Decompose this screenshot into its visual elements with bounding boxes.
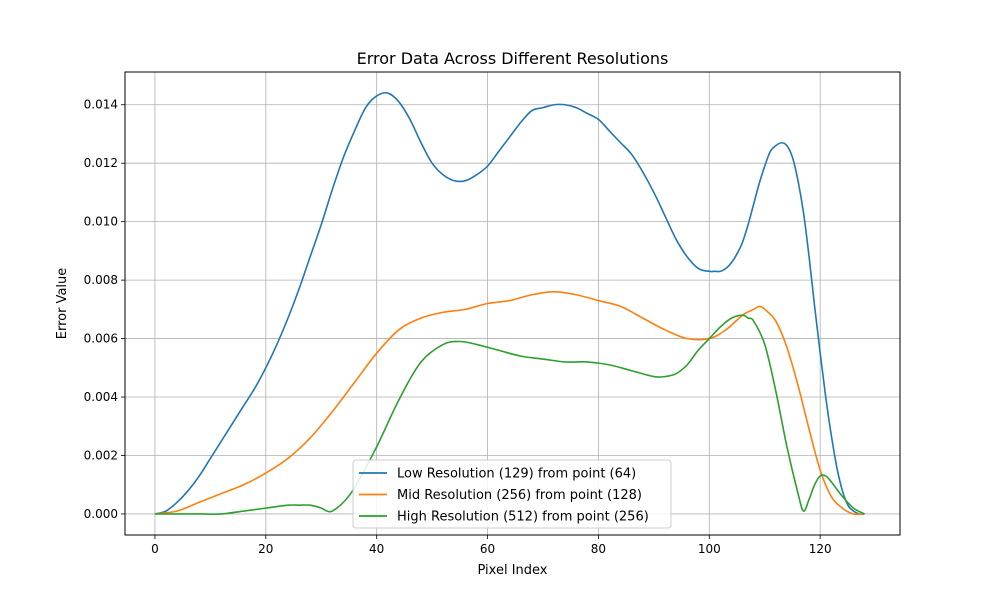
y-tick-label: 0.004 bbox=[84, 390, 118, 404]
y-tick-label: 0.012 bbox=[84, 156, 118, 170]
legend-entry: Mid Resolution (256) from point (128) bbox=[397, 488, 642, 503]
legend-entry: Low Resolution (129) from point (64) bbox=[397, 467, 636, 482]
plot-frame bbox=[124, 71, 901, 536]
legend-box bbox=[352, 459, 672, 529]
series-low-resolution-line bbox=[154, 91, 865, 515]
legend: Low Resolution (129) from point (64) Mid … bbox=[352, 459, 672, 529]
series-layer bbox=[154, 91, 865, 516]
y-tick-label: 0.014 bbox=[84, 98, 118, 112]
x-tick-label: 60 bbox=[480, 542, 495, 556]
y-tick-label: 0.008 bbox=[84, 273, 118, 287]
y-tick-label: 0.002 bbox=[84, 448, 118, 462]
series-mid-resolution-line bbox=[154, 291, 865, 516]
x-tick-label: 100 bbox=[698, 542, 721, 556]
chart-title: Error Data Across Different Resolutions bbox=[357, 49, 669, 68]
axis-ticks: 0 20 40 60 80 100 120 0.000 0.002 0.004 0.006 0.008… bbox=[84, 98, 832, 556]
legend-entry: High Resolution (512) from point (256) bbox=[397, 510, 649, 525]
x-tick-label: 20 bbox=[258, 542, 273, 556]
x-tick-label: 80 bbox=[591, 542, 606, 556]
y-tick-label: 0.010 bbox=[84, 215, 118, 229]
series-high-resolution-line bbox=[154, 314, 865, 515]
y-axis-label: Error Value bbox=[55, 268, 70, 340]
y-tick-label: 0.006 bbox=[84, 332, 118, 346]
x-tick-label: 40 bbox=[369, 542, 384, 556]
x-tick-label: 0 bbox=[151, 542, 159, 556]
x-tick-label: 120 bbox=[809, 542, 832, 556]
y-tick-label: 0.000 bbox=[84, 507, 118, 521]
x-axis-label: Pixel Index bbox=[478, 563, 548, 578]
grid bbox=[125, 72, 900, 535]
